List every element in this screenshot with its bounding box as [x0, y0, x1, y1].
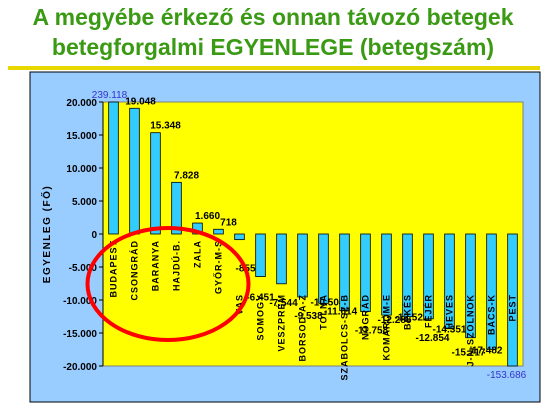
category-label: NÓGRÁD: [360, 294, 371, 340]
category-label: HEVES: [445, 294, 455, 330]
value-label: -7.544: [269, 298, 298, 309]
bar: [444, 233, 455, 330]
bar: [276, 233, 287, 285]
category-label: BÁCS-K: [487, 294, 497, 335]
category-label: BARANYA: [151, 240, 161, 291]
bar: [171, 181, 182, 235]
category-label: BÉKÉS: [403, 294, 413, 330]
value-label: 7.828: [174, 170, 199, 181]
category-label: HAJDÚ-B.: [171, 240, 182, 291]
value-label: 239.118: [92, 90, 128, 101]
category-label: FEJÉR: [424, 294, 434, 328]
category-label: PEST: [508, 294, 518, 322]
bar: [402, 233, 413, 318]
value-label: -11.758: [355, 326, 389, 337]
value-label: -11.614: [324, 307, 358, 318]
value-label: -9.538: [294, 311, 323, 322]
y-tick-label: -5.000: [69, 263, 98, 274]
y-tick-label: -10.000: [63, 296, 97, 307]
y-tick-label: -20.000: [63, 362, 97, 373]
category-label: BORSOD-A-Z: [298, 294, 308, 362]
title-line-2: betegforgalmi EGYENLEGE (betegszám): [51, 34, 495, 60]
value-label: 718: [220, 217, 237, 228]
value-label: -12.522: [395, 313, 429, 324]
category-label: ZALA: [193, 240, 203, 268]
chart-title: A megyébe érkező és onnan távozó betegek…: [0, 2, 546, 62]
bar: [108, 101, 119, 235]
bar: [360, 233, 371, 313]
bar: [129, 107, 140, 235]
category-label: J-N-SZOLNOK: [466, 294, 476, 367]
value-label: -14.351: [433, 325, 467, 336]
title-underline: [8, 66, 540, 70]
category-label: VAS: [235, 294, 245, 315]
value-label: 1.660: [195, 211, 220, 222]
value-label: -12.285: [378, 315, 412, 326]
bar: [234, 233, 245, 241]
bar: [339, 233, 350, 312]
bar: [318, 233, 329, 304]
category-label: CSONGRÁD: [130, 240, 140, 301]
value-label: 15.348: [150, 121, 181, 132]
category-label: SOMOGY: [256, 294, 266, 341]
category-label: TOLNA: [319, 294, 329, 330]
bar: [486, 233, 497, 350]
y-tick-label: 10.000: [66, 164, 97, 175]
bar: [381, 233, 392, 316]
bar: [297, 233, 308, 298]
category-label: VESZPRÉM: [277, 294, 287, 352]
category-label: SZABOLCS-SZ-B: [340, 294, 350, 381]
bar: [423, 233, 434, 320]
y-axis-title: EGYENLEG (FŐ): [40, 185, 53, 283]
y-tick-label: 0: [91, 230, 97, 241]
value-label: -12.854: [416, 333, 450, 344]
title-line-1: A megyébe érkező és onnan távozó betegek: [32, 4, 514, 30]
bar: [150, 132, 161, 235]
category-label: KOMÁROM-E: [382, 294, 392, 361]
value-label: -17.482: [469, 345, 503, 356]
highlight-ellipse: [85, 226, 251, 342]
bar: [507, 233, 518, 367]
category-label: GYŐR-M-S: [213, 240, 224, 294]
category-label: BUDAPEST: [109, 240, 119, 298]
y-tick-label: 20.000: [66, 98, 97, 109]
y-tick-label: 15.000: [66, 131, 97, 142]
value-label: 19.048: [125, 96, 156, 107]
value-label: -10.504: [311, 297, 345, 308]
y-tick-label: 5.000: [72, 197, 97, 208]
bar: [465, 233, 476, 339]
value-label: -153.686: [487, 370, 527, 381]
value-label: -6.451: [246, 293, 275, 304]
value-label: -15.717: [452, 348, 486, 359]
y-tick-label: -15.000: [63, 329, 97, 340]
bar: [255, 233, 266, 277]
bar: [213, 228, 224, 235]
